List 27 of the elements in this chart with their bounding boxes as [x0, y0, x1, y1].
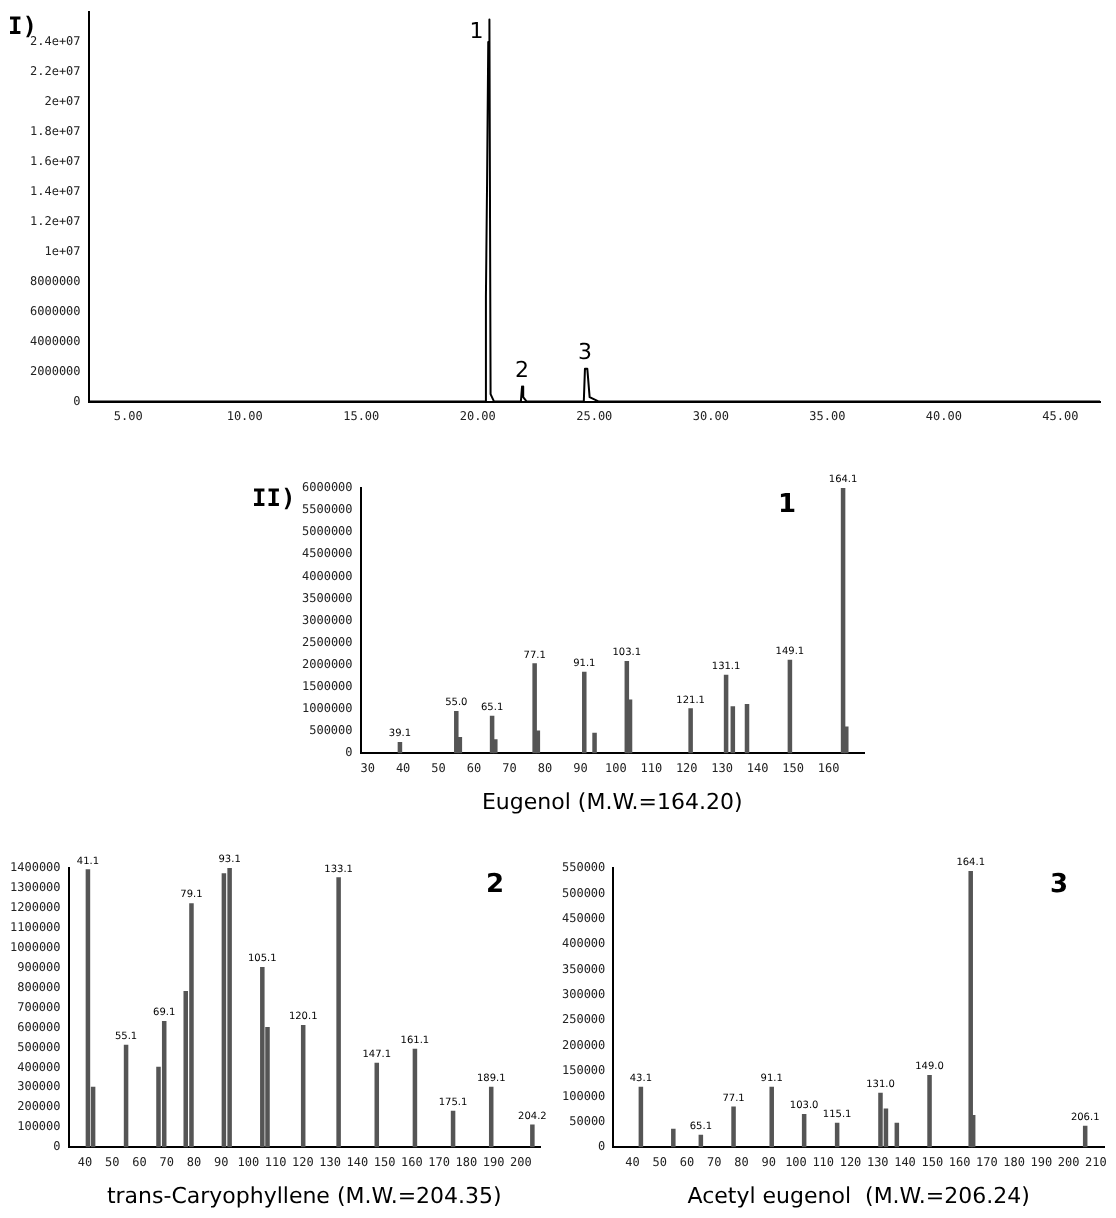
annotation: 1 — [469, 18, 484, 45]
bar — [582, 671, 587, 754]
bar — [688, 708, 693, 754]
bar — [454, 710, 459, 754]
bar — [968, 870, 973, 1148]
bar — [336, 877, 341, 1148]
bar — [532, 663, 537, 754]
bar — [189, 903, 194, 1148]
x-axis-title: Eugenol (M.W.=164.20) — [481, 788, 743, 815]
annotation: 3 — [577, 339, 592, 366]
chart-title: II) — [252, 484, 296, 513]
chart-title: I) — [8, 12, 37, 41]
annotation: 3 — [1049, 869, 1068, 900]
bar — [769, 1086, 774, 1148]
bar — [227, 868, 232, 1148]
x-axis-title: trans-Caryophyllene (M.W.=204.35) — [106, 1182, 502, 1209]
bar — [530, 1124, 535, 1148]
bar — [260, 967, 265, 1148]
bar — [927, 1074, 932, 1148]
annotation: 1 — [777, 489, 796, 520]
bar — [731, 1106, 736, 1148]
bar — [592, 732, 597, 754]
bar — [878, 1092, 883, 1148]
bar — [671, 1128, 676, 1148]
annotation: 2 — [485, 869, 504, 900]
x-axis-title: Acetyl eugenol (M.W.=206.24) — [687, 1182, 1030, 1209]
annotation: 2 — [515, 357, 530, 384]
